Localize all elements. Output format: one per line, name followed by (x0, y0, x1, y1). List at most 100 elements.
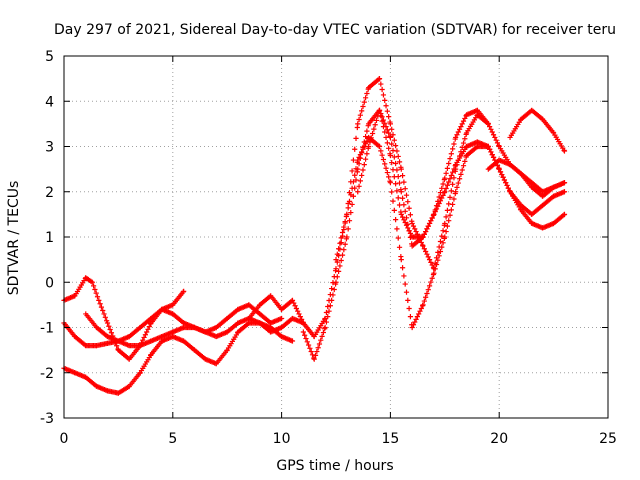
data-marker (375, 113, 381, 119)
data-marker (373, 117, 380, 124)
data-marker (401, 217, 407, 223)
data-marker (378, 110, 384, 117)
data-marker (405, 297, 411, 303)
data-marker (320, 329, 326, 336)
data-marker (367, 139, 373, 145)
data-marker (424, 251, 430, 257)
data-marker (303, 335, 309, 342)
data-point (355, 121, 361, 127)
data-marker (146, 323, 152, 330)
data-marker (295, 308, 301, 314)
data-marker (353, 177, 359, 183)
data-marker (350, 157, 357, 163)
series-trace-1 (61, 275, 187, 362)
data-marker (423, 294, 429, 300)
data-marker (424, 290, 430, 297)
data-marker (447, 212, 453, 218)
x-axis-label: GPS time / hours (276, 458, 393, 474)
data-marker (421, 298, 427, 304)
data-point (300, 329, 306, 335)
data-marker (407, 314, 414, 320)
data-marker (357, 112, 363, 118)
data-marker (416, 311, 422, 317)
series-trace-10 (507, 107, 568, 154)
data-marker (401, 179, 407, 185)
data-marker (379, 86, 385, 93)
data-marker (379, 114, 385, 120)
data-marker (455, 180, 461, 186)
data-marker (326, 308, 332, 314)
data-marker (346, 198, 353, 204)
data-marker (396, 202, 403, 208)
data-marker (447, 156, 453, 162)
data-marker (428, 218, 434, 224)
data-point (409, 324, 415, 331)
data-marker (436, 194, 442, 200)
data-marker (299, 316, 305, 322)
data-marker (492, 134, 498, 141)
data-marker (391, 137, 397, 143)
data-marker (451, 166, 457, 172)
y-axis-label: SDTVAR / TECUs (6, 181, 22, 296)
data-marker (102, 314, 108, 320)
data-marker (458, 123, 464, 130)
data-marker (305, 342, 312, 348)
data-marker (435, 249, 441, 255)
data-point (344, 211, 350, 217)
data-point (420, 234, 426, 240)
series-trace-9 (485, 157, 568, 199)
data-marker (405, 221, 411, 227)
data-marker (494, 140, 501, 146)
data-marker (448, 207, 454, 213)
data-marker (327, 303, 333, 309)
data-point (420, 243, 426, 249)
data-marker (92, 286, 98, 293)
series-trace-3 (61, 320, 296, 396)
data-marker (356, 154, 362, 160)
data-marker (462, 158, 468, 164)
data-marker (319, 333, 325, 339)
data-marker (488, 149, 494, 155)
data-marker (407, 212, 414, 218)
data-marker (501, 177, 508, 183)
data-marker (369, 130, 376, 137)
data-marker (446, 218, 452, 224)
data-marker (437, 248, 444, 255)
data-marker (107, 326, 113, 333)
data-marker (459, 167, 465, 173)
data-marker (412, 226, 418, 232)
data-marker (391, 207, 397, 213)
data-marker (389, 160, 395, 166)
data-marker (380, 156, 387, 163)
data-marker (293, 305, 299, 312)
data-marker (361, 162, 367, 168)
data-marker (443, 214, 449, 220)
data-marker (440, 228, 446, 234)
data-marker (349, 185, 355, 191)
data-point (376, 76, 383, 82)
data-marker (389, 141, 395, 147)
data-marker (429, 262, 435, 268)
data-marker (352, 146, 358, 152)
data-marker (372, 122, 378, 128)
data-marker (460, 140, 467, 146)
data-marker (141, 334, 147, 341)
data-marker (331, 286, 337, 293)
data-marker (440, 181, 446, 187)
data-marker (487, 146, 493, 152)
data-point (311, 356, 317, 362)
data-marker (342, 219, 348, 225)
data-marker (323, 319, 330, 325)
data-marker (450, 201, 456, 208)
data-point (442, 220, 448, 227)
data-marker (413, 316, 419, 322)
data-marker (338, 235, 344, 241)
data-marker (451, 175, 457, 181)
data-marker (142, 332, 148, 338)
data-marker (334, 251, 340, 257)
data-marker (488, 126, 494, 132)
data-marker (390, 198, 396, 204)
data-marker (410, 322, 417, 328)
data-marker (325, 314, 331, 320)
data-marker (399, 265, 406, 271)
